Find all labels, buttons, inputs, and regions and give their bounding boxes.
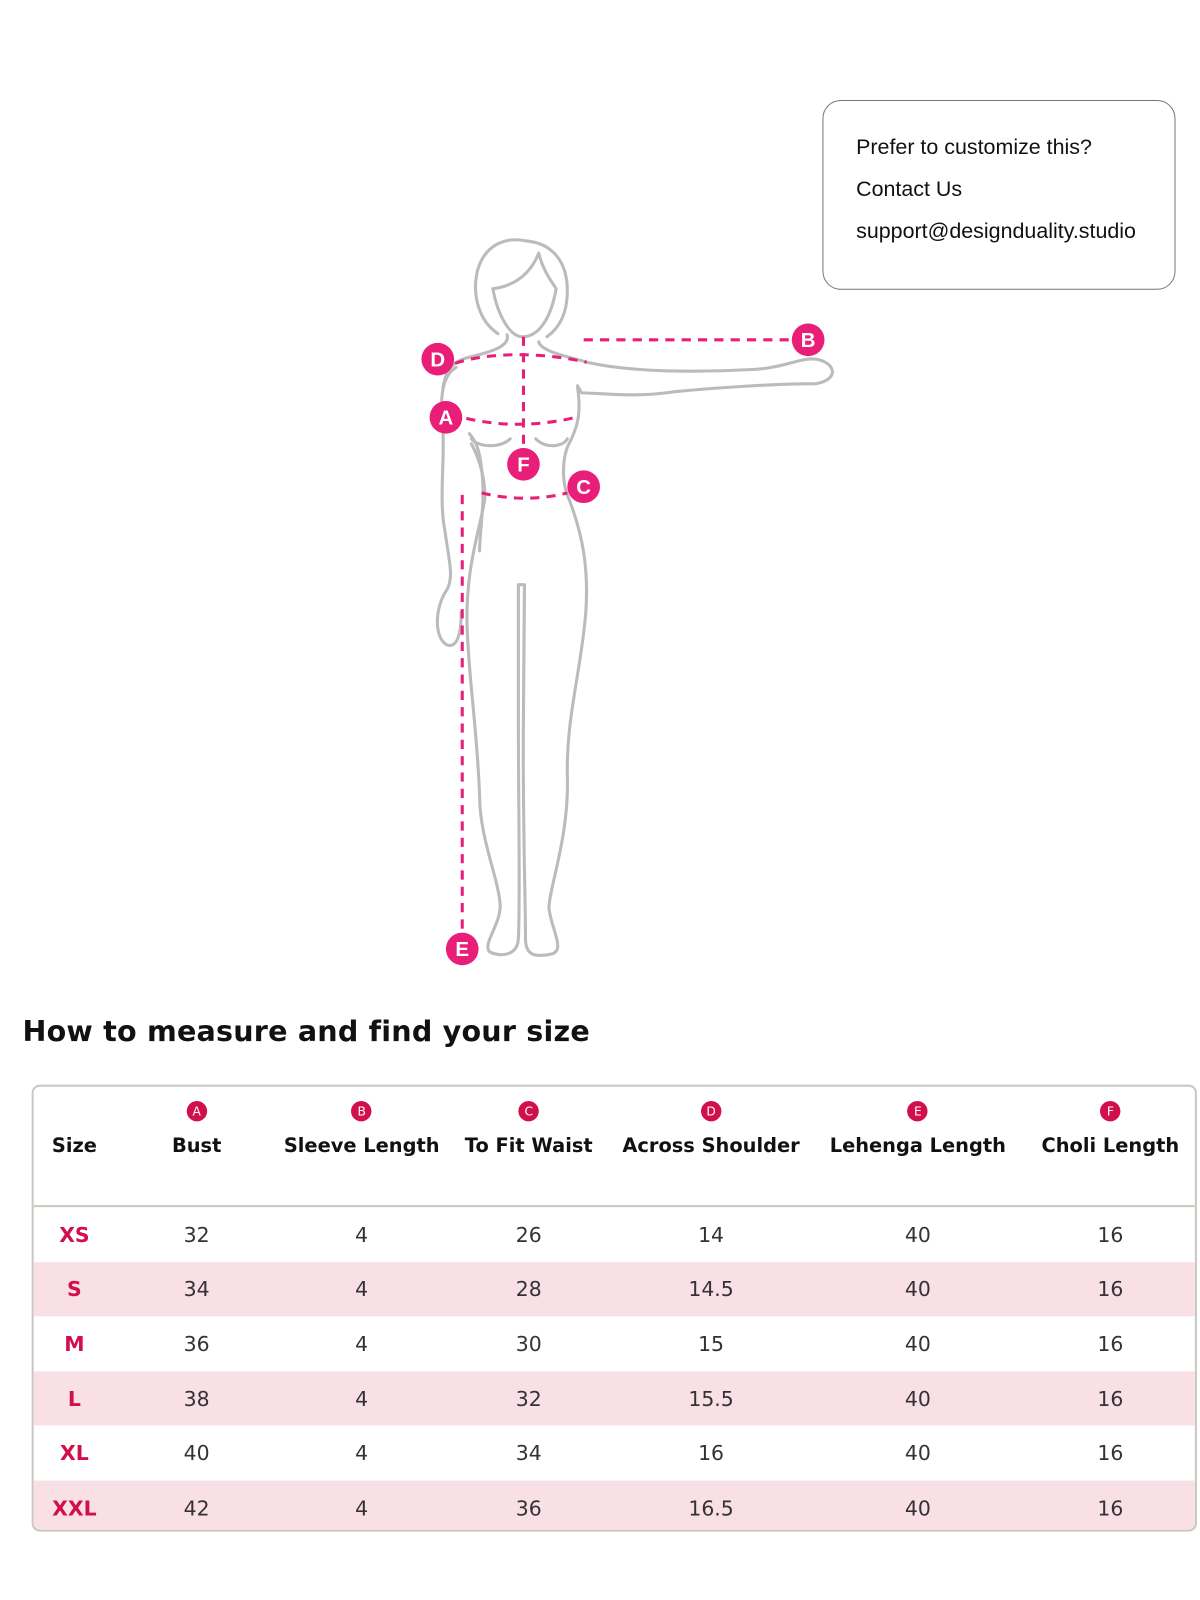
page-title: How to measure and find your size: [22, 1014, 590, 1048]
table-cell: 4: [355, 1331, 369, 1357]
size-label: L: [67, 1386, 81, 1411]
table-cell: 4: [355, 1440, 369, 1466]
header-to-fit-waist: C To Fit Waist: [445, 1087, 612, 1205]
measurement-figure: B D A F C E: [421, 238, 834, 966]
badge-c: C: [518, 1101, 539, 1122]
header-bust: A Bust: [115, 1087, 278, 1205]
table-row: XL 40 4 34 16 40 16: [34, 1426, 1195, 1481]
size-label: XXL: [52, 1495, 97, 1521]
size-label: M: [64, 1331, 85, 1357]
table-row: M 36 4 30 15 40 16: [34, 1317, 1195, 1372]
body-outline: [435, 238, 834, 957]
table-cell: 4: [355, 1495, 369, 1521]
badge-b: B: [351, 1101, 372, 1122]
table-cell: 40: [904, 1440, 931, 1466]
marker-e: E: [445, 932, 479, 966]
table-cell: 16: [1097, 1276, 1124, 1302]
table-cell: 26: [515, 1222, 542, 1247]
svg-text:C: C: [576, 477, 591, 499]
table-cell: 40: [904, 1331, 931, 1357]
table-cell: 32: [183, 1222, 210, 1247]
svg-text:A: A: [439, 407, 454, 429]
header-choli-length: F Choli Length: [1026, 1087, 1195, 1205]
badge-e: E: [907, 1101, 929, 1122]
table-header: Size A Bust B Sleeve Length C To Fit Waist …: [33, 1087, 1195, 1208]
table-cell: 14.5: [688, 1276, 734, 1302]
table-body: XS 32 4 26 14 40 16 S 34 4 28 14.5 40 16 M 36 4 30 15 40 16 L…: [33, 1207, 1195, 1530]
table-cell: 4: [355, 1386, 369, 1411]
customize-prompt: Prefer to customize this?: [856, 135, 1092, 160]
table-cell: 30: [515, 1331, 542, 1357]
table-cell: 16: [1097, 1440, 1124, 1466]
marker-c: C: [567, 470, 600, 504]
measurement-lines: [454, 336, 794, 934]
table-cell: 28: [515, 1276, 542, 1302]
table-cell: 40: [183, 1440, 210, 1466]
table-cell: 14: [698, 1222, 725, 1247]
table-cell: 36: [515, 1495, 542, 1521]
table-cell: 40: [904, 1222, 931, 1247]
table-cell: 16: [1097, 1222, 1124, 1247]
badge-d: D: [700, 1101, 722, 1122]
table-cell: 34: [515, 1440, 542, 1466]
table-cell: 4: [355, 1222, 369, 1247]
marker-a: A: [429, 401, 463, 434]
header-size: Size: [51, 1134, 97, 1158]
header-lehenga-length: E Lehenga Length: [810, 1087, 1026, 1205]
svg-text:B: B: [801, 330, 816, 352]
table-cell: 36: [183, 1331, 210, 1357]
table-row: L 38 4 32 15.5 40 16: [33, 1371, 1195, 1426]
size-label: XL: [60, 1440, 89, 1466]
customize-contact-box: Prefer to customize this? Contact Us sup…: [822, 99, 1176, 290]
marker-f: F: [507, 447, 540, 481]
marker-d: D: [421, 342, 455, 376]
table-cell: 38: [183, 1386, 210, 1411]
table-cell: 16.5: [688, 1495, 734, 1521]
badge-a: A: [186, 1101, 207, 1122]
marker-b: B: [791, 323, 825, 357]
table-row: S 34 4 28 14.5 40 16: [33, 1261, 1195, 1317]
table-cell: 34: [183, 1276, 210, 1302]
svg-text:D: D: [430, 349, 445, 371]
table-row: XS 32 4 26 14 40 16: [34, 1207, 1195, 1262]
table-cell: 40: [904, 1276, 931, 1302]
size-label: XS: [59, 1222, 90, 1247]
size-chart-table: Size A Bust B Sleeve Length C To Fit Waist …: [31, 1084, 1197, 1532]
table-row: XXL 42 4 36 16.5 40 16: [33, 1480, 1195, 1530]
table-cell: 40: [904, 1495, 931, 1521]
table-cell: 4: [355, 1276, 369, 1302]
table-cell: 40: [904, 1386, 931, 1411]
svg-text:E: E: [455, 939, 469, 961]
svg-text:F: F: [517, 454, 529, 476]
table-cell: 16: [1097, 1495, 1124, 1521]
support-email-link[interactable]: support@designduality.studio: [856, 219, 1136, 243]
badge-f: F: [1100, 1101, 1121, 1122]
table-cell: 16: [1097, 1331, 1124, 1357]
table-cell: 15: [698, 1331, 725, 1357]
contact-us-label: Contact Us: [856, 177, 963, 202]
table-cell: 16: [698, 1440, 725, 1466]
size-label: S: [67, 1276, 82, 1302]
header-across-shoulder: D Across Shoulder: [612, 1087, 810, 1205]
table-cell: 15.5: [688, 1386, 734, 1411]
header-sleeve-length: B Sleeve Length: [278, 1087, 445, 1205]
table-cell: 42: [183, 1495, 210, 1521]
table-cell: 32: [515, 1386, 542, 1411]
table-cell: 16: [1097, 1386, 1124, 1411]
